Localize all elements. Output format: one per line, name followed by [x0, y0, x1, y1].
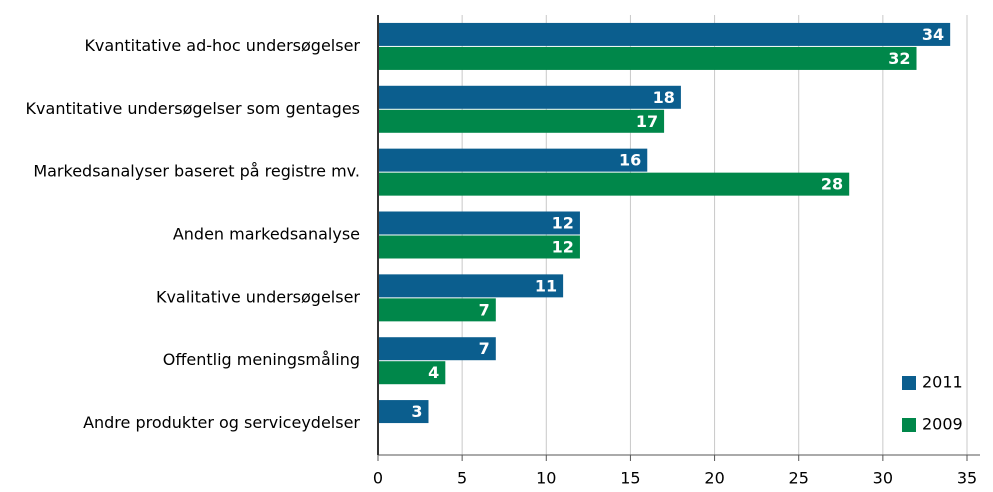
value-label: 34 [922, 25, 944, 44]
value-label: 28 [821, 175, 843, 194]
value-label: 11 [535, 276, 557, 295]
legend-label: 2009 [922, 415, 963, 434]
x-tick-label: 20 [704, 469, 724, 488]
value-label: 12 [552, 214, 574, 233]
legend-label: 2011 [922, 373, 963, 392]
bar [378, 109, 665, 133]
x-tick-label: 5 [457, 469, 467, 488]
y-tick-label: Kvalitative undersøgelser [156, 287, 360, 306]
x-tick-label: 25 [789, 469, 809, 488]
bar [378, 46, 917, 70]
bar [378, 337, 496, 361]
x-tick-label: 0 [373, 469, 383, 488]
value-label: 18 [653, 88, 675, 107]
bar [378, 148, 648, 172]
bar [378, 361, 446, 385]
value-label: 3 [411, 402, 422, 421]
y-tick-label: Anden markedsanalyse [173, 225, 360, 244]
x-tick-label: 10 [536, 469, 556, 488]
value-label: 4 [428, 363, 439, 382]
bar [378, 85, 681, 109]
legend-swatch [902, 376, 916, 390]
bar [378, 211, 580, 235]
bar [378, 298, 496, 322]
x-tick-label: 30 [873, 469, 893, 488]
value-label: 17 [636, 112, 658, 131]
bar [378, 172, 850, 196]
value-label: 12 [552, 238, 574, 257]
y-tick-label: Andre produkter og serviceydelser [83, 413, 360, 432]
bar [378, 274, 564, 298]
value-label: 16 [619, 151, 641, 170]
y-tick-label: Markedsanalyser baseret på registre mv. [33, 162, 360, 181]
value-label: 32 [888, 49, 910, 68]
y-tick-label: Offentlig meningsmåling [163, 350, 360, 369]
bar [378, 22, 951, 46]
x-tick-label: 15 [620, 469, 640, 488]
x-tick-label: 35 [957, 469, 977, 488]
legend-swatch [902, 418, 916, 432]
bar [378, 235, 580, 259]
y-tick-label: Kvantitative ad-hoc undersøgelser [84, 36, 360, 55]
y-tick-label: Kvantitative undersøgelser som gentages [26, 99, 360, 118]
value-label: 7 [479, 339, 490, 358]
value-label: 7 [479, 300, 490, 319]
bar [378, 400, 429, 424]
